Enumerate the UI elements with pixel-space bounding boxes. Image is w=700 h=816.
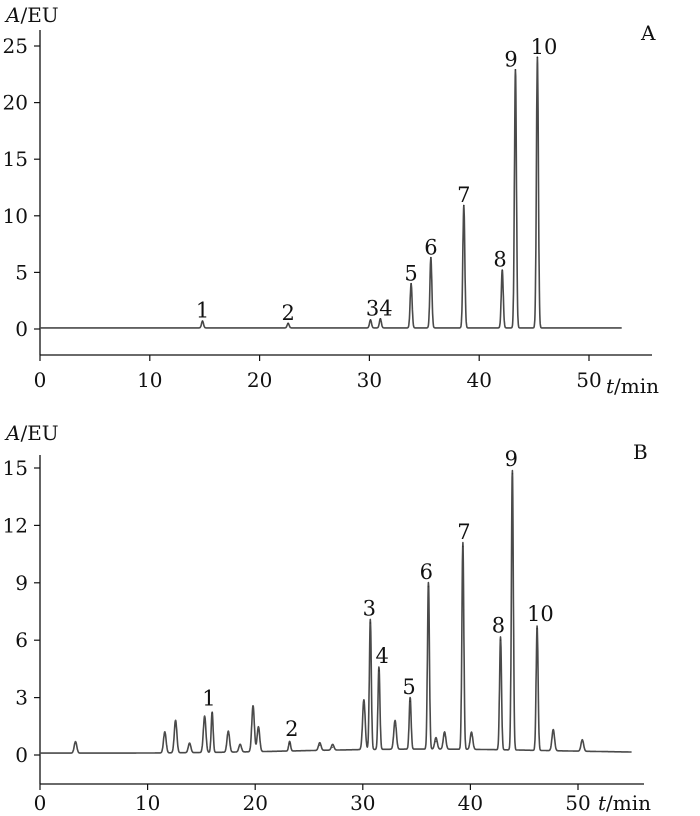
peak-label-b: 10 [527, 602, 554, 626]
minor-peak-b [319, 744, 321, 747]
x-tick-label-b: 50 [565, 791, 590, 815]
minor-peak-b [227, 731, 229, 733]
x-tick-label-a: 50 [576, 368, 601, 392]
peak-label-b: 9 [505, 447, 518, 471]
y-tick-label-b: 6 [15, 628, 28, 652]
x-tick-label-a: 10 [137, 368, 162, 392]
peak-b-7 [462, 545, 464, 548]
peak-label-a: 10 [531, 35, 558, 59]
peak-b-2 [288, 742, 291, 745]
x-tick-label-b: 20 [242, 791, 267, 815]
peak-b-9 [511, 472, 514, 475]
minor-peak-b [239, 744, 241, 747]
peak-label-a: 34 [366, 296, 393, 320]
peak-label-a: 9 [504, 47, 517, 71]
chromatogram-trace-a [39, 56, 623, 329]
minor-peak-b [74, 741, 77, 743]
peak-a-10 [536, 56, 539, 59]
y-tick-label-a: 25 [3, 34, 28, 58]
minor-peak-b [443, 735, 446, 737]
peak-label-a: 6 [424, 235, 437, 259]
y-tick-label-a: 0 [15, 317, 28, 341]
peak-a-2 [287, 322, 289, 325]
peak-label-b: 1 [202, 686, 215, 710]
peak-label-b: 6 [420, 560, 433, 584]
peak-b-6 [427, 585, 430, 588]
peak-label-a: 7 [457, 183, 470, 207]
minor-peak-b [252, 706, 254, 708]
peak-b-5 [409, 700, 411, 703]
peak-label-b: 4 [375, 644, 388, 668]
peak-a-7 [463, 204, 465, 207]
y-tick-label-b: 0 [15, 743, 28, 767]
y-tick-label-b: 9 [15, 571, 28, 595]
peak-a-9 [514, 68, 517, 71]
peak-label-b: 8 [492, 614, 505, 638]
minor-peak-b [394, 723, 396, 725]
x-tick-label-b: 40 [458, 791, 483, 815]
y-tick-label-b: 3 [15, 686, 28, 710]
peak-label-b: 7 [457, 520, 470, 544]
peak-a-3 [369, 319, 372, 321]
minor-peak-b [332, 746, 334, 748]
x-axis-label-a: t/min [606, 374, 659, 398]
peak-a-8 [501, 269, 504, 271]
peak-label-a: 2 [281, 301, 294, 325]
minor-peak-b [363, 702, 365, 704]
peak-label-a: 8 [493, 248, 506, 272]
x-tick-label-b: 30 [350, 791, 375, 815]
y-tick-label-a: 15 [3, 147, 28, 171]
x-tick-label-a: 30 [357, 368, 382, 392]
y-tick-label-b: 12 [3, 513, 28, 537]
panel-label-a: A [640, 21, 656, 45]
peak-label-a: 1 [196, 299, 209, 323]
y-tick-label-b: 15 [3, 456, 28, 480]
minor-peak-b [470, 735, 473, 737]
minor-peak-b [435, 741, 437, 743]
peak-a-6 [430, 256, 432, 259]
y-axis-label-b: A/EU [4, 421, 59, 445]
chromatogram-trace-b [39, 469, 633, 754]
x-tick-label-a: 40 [466, 368, 491, 392]
peak-b-4 [378, 670, 380, 672]
x-axis-label-b: t/min [598, 791, 651, 815]
peak-a-4 [379, 318, 382, 320]
y-axis-label-a: A/EU [4, 3, 59, 27]
peak-b-3 [369, 622, 372, 624]
peak-b-10 [536, 627, 538, 630]
x-tick-label-a: 20 [247, 368, 272, 392]
peak-b-8 [499, 639, 502, 641]
y-tick-label-a: 5 [15, 260, 28, 284]
peak-label-a: 5 [404, 261, 417, 285]
y-tick-label-a: 20 [3, 91, 28, 115]
peak-label-b: 5 [402, 675, 415, 699]
peak-a-5 [410, 282, 412, 285]
x-tick-label-b: 10 [135, 791, 160, 815]
minor-peak-b [257, 727, 260, 729]
minor-peak-b [188, 742, 191, 745]
peak-label-b: 3 [363, 596, 376, 620]
minor-peak-b [204, 716, 206, 718]
x-tick-label-b: 0 [34, 791, 47, 815]
x-tick-label-a: 0 [34, 368, 47, 392]
y-tick-label-a: 10 [3, 204, 28, 228]
peak-a-1 [201, 320, 204, 322]
minor-peak-b [552, 731, 554, 733]
peak-label-b: 2 [285, 717, 298, 741]
panel-label-b: B [633, 440, 648, 464]
minor-peak-b [581, 741, 583, 743]
peak-b-1 [211, 712, 213, 714]
minor-peak-b [174, 719, 177, 722]
minor-peak-b [164, 731, 166, 733]
